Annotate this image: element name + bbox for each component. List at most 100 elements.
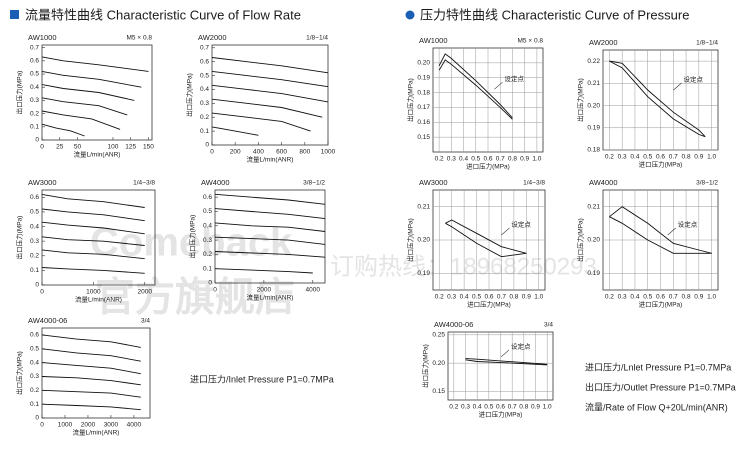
chart-title: AW2000 xyxy=(589,38,618,47)
note: 出口压力/Outlet Pressure P1=0.7MPa xyxy=(585,381,736,392)
chart-subtitle: 3/8~1/2 xyxy=(696,180,718,187)
x-tick-label: 2000 xyxy=(81,422,96,429)
x-tick-label: 0.6 xyxy=(484,294,493,301)
annotation: 设定点 xyxy=(678,220,698,229)
y-tick-label: 0.2 xyxy=(30,252,39,259)
x-tick-label: 0.2 xyxy=(435,294,444,301)
plot-frame xyxy=(41,189,156,286)
x-tick-label: 0.6 xyxy=(496,404,505,411)
y-tick-label: 0.20 xyxy=(417,237,430,244)
curve xyxy=(41,362,141,375)
x-tick-label: 150 xyxy=(143,144,154,151)
curve xyxy=(41,348,141,362)
x-tick-label: 0.2 xyxy=(435,156,444,163)
y-tick-label: 0.5 xyxy=(30,345,39,352)
annotation: 设定点 xyxy=(511,342,531,351)
curve xyxy=(41,208,145,222)
curve xyxy=(465,358,548,365)
x-tick-label: 0.6 xyxy=(483,156,492,163)
note: 进口压力/Inlet Pressure P1=0.7MPa xyxy=(190,373,334,384)
y-tick-label: 0.19 xyxy=(587,270,600,277)
y-tick-label: 0 xyxy=(205,142,209,149)
chart-title: AW1000 xyxy=(28,33,57,42)
curve xyxy=(41,376,141,386)
bullet-icon xyxy=(10,10,19,19)
x-tick-label: 0.9 xyxy=(522,294,531,301)
x-tick-label: 0 xyxy=(213,287,217,294)
curve xyxy=(211,70,329,88)
y-tick-label: 0.21 xyxy=(587,203,600,210)
curve xyxy=(214,251,326,258)
plot-frame xyxy=(214,189,326,284)
chart-title: AW1000 xyxy=(419,36,448,45)
curve xyxy=(609,60,706,138)
y-tick-label: 0.3 xyxy=(200,100,209,107)
x-tick-label: 400 xyxy=(253,149,264,156)
y-tick-label: 0.25 xyxy=(432,332,445,339)
x-axis-label: 进口压力(MPa) xyxy=(466,162,510,171)
curve xyxy=(41,249,145,260)
chart-title: AW3000 xyxy=(28,178,57,187)
chart-title: AW3000 xyxy=(419,178,448,187)
y-tick-label: 0.1 xyxy=(200,128,209,135)
x-axis-label: 流量L/min(ANR) xyxy=(74,150,121,159)
curve xyxy=(41,84,135,101)
y-axis-label: 出口压力(MPa) xyxy=(406,218,415,262)
x-tick-label: 0.7 xyxy=(669,154,678,161)
y-tick-label: 0.21 xyxy=(587,80,600,87)
y-tick-label: 0.3 xyxy=(30,373,39,380)
x-tick-label: 0 xyxy=(40,289,44,296)
x-tick-label: 0 xyxy=(40,422,44,429)
y-tick-label: 0.5 xyxy=(30,209,39,216)
y-tick-label: 0.16 xyxy=(417,119,430,126)
curve xyxy=(445,222,527,258)
y-tick-label: 0.6 xyxy=(30,194,39,201)
curve xyxy=(211,126,259,136)
y-tick-label: 0.5 xyxy=(203,208,212,215)
curve xyxy=(41,97,128,116)
y-tick-label: 0.4 xyxy=(30,223,39,230)
x-tick-label: 0.5 xyxy=(471,156,480,163)
curve xyxy=(214,236,326,245)
chart-title: AW4000 xyxy=(201,178,230,187)
curve xyxy=(41,221,145,235)
y-tick-label: 0.3 xyxy=(203,237,212,244)
x-axis-label: 流量L/min(ANR) xyxy=(75,295,122,304)
chart-subtitle: M5 × 0.8 xyxy=(127,35,153,42)
x-tick-label: 2000 xyxy=(137,289,152,296)
x-axis-label: 进口压力(MPa) xyxy=(639,160,683,169)
x-tick-label: 0.4 xyxy=(630,294,639,301)
y-tick-label: 0.21 xyxy=(417,203,430,210)
y-tick-label: 0.18 xyxy=(417,89,430,96)
x-tick-label: 0.4 xyxy=(460,294,469,301)
x-tick-label: 0.5 xyxy=(472,294,481,301)
y-axis-label: 出口压力(MPa) xyxy=(421,344,430,388)
curve xyxy=(609,216,712,254)
y-tick-label: 0.20 xyxy=(432,360,445,367)
x-tick-label: 1.0 xyxy=(543,404,552,411)
y-tick-label: 0.5 xyxy=(30,71,39,78)
x-tick-label: 0.4 xyxy=(630,154,639,161)
y-tick-label: 0 xyxy=(208,280,212,287)
y-tick-label: 0.4 xyxy=(203,222,212,229)
plot-frame xyxy=(41,327,151,419)
chart-subtitle: 1/8~1/4 xyxy=(696,40,718,47)
x-tick-label: 0.4 xyxy=(459,156,468,163)
x-tick-label: 0.8 xyxy=(508,156,517,163)
plot-frame xyxy=(41,44,153,141)
x-tick-label: 0 xyxy=(210,149,214,156)
x-axis-label: 进口压力(MPa) xyxy=(639,300,683,309)
x-tick-label: 0.9 xyxy=(520,156,529,163)
annotation: 设定点 xyxy=(505,74,525,83)
annotation: 设定点 xyxy=(511,220,531,229)
x-tick-label: 1.0 xyxy=(532,156,541,163)
x-tick-label: 1000 xyxy=(321,149,336,156)
y-axis-label: 出口压力(MPa) xyxy=(15,71,24,115)
curve xyxy=(41,70,142,88)
curve xyxy=(211,84,329,103)
y-axis-label: 出口压力(MPa) xyxy=(576,218,585,262)
curve xyxy=(41,403,141,411)
x-tick-label: 0 xyxy=(40,144,44,151)
y-tick-label: 0.6 xyxy=(30,332,39,339)
